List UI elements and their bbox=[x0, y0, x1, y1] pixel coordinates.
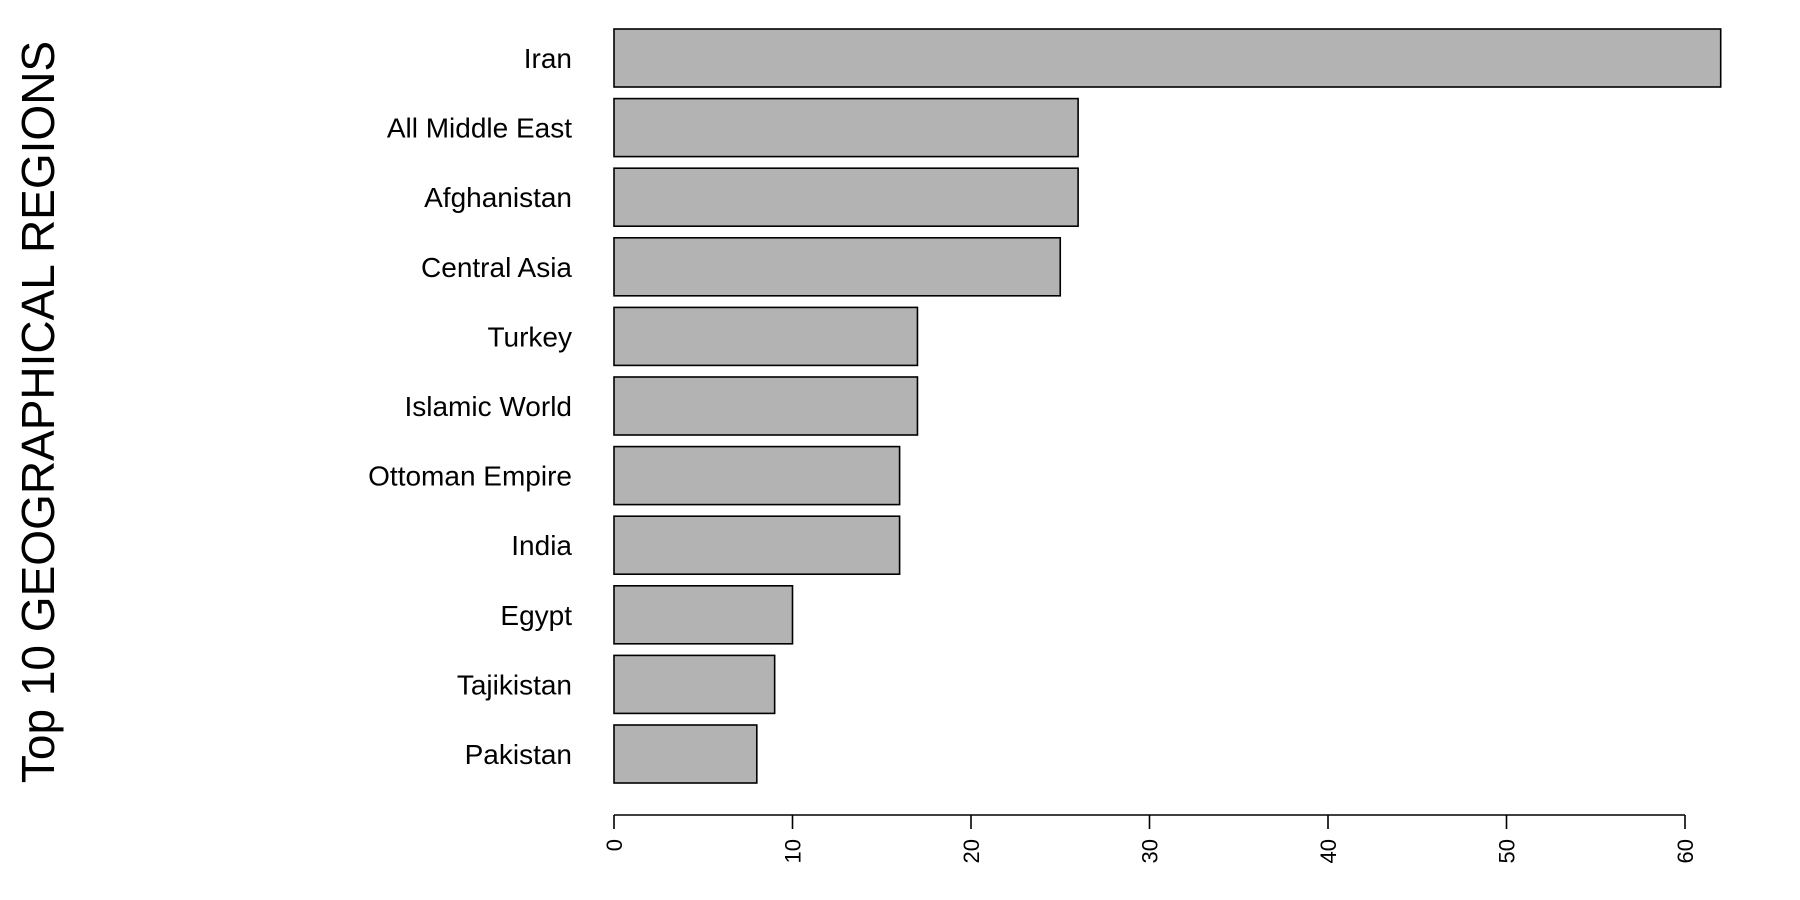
x-tick-label: 20 bbox=[959, 839, 984, 863]
bar-india bbox=[613, 515, 901, 576]
category-label: Islamic World bbox=[404, 391, 572, 422]
x-tick-label: 60 bbox=[1673, 839, 1698, 863]
bar-all-middle-east bbox=[613, 97, 1079, 158]
bar-central-asia bbox=[613, 237, 1062, 297]
category-label: Central Asia bbox=[421, 252, 572, 283]
bar-iran bbox=[613, 28, 1722, 88]
bar-egypt bbox=[613, 584, 794, 645]
category-label: Egypt bbox=[500, 600, 572, 631]
bar-pakistan bbox=[613, 724, 758, 784]
category-label: Tajikistan bbox=[457, 669, 572, 700]
bar-afghanistan bbox=[613, 167, 1079, 227]
category-labels-group: Iran All Middle East Afghanistan Central As… bbox=[368, 43, 572, 770]
bar-tajikistan bbox=[613, 654, 776, 715]
bar-turkey bbox=[613, 306, 919, 367]
x-tick-label: 0 bbox=[602, 839, 627, 851]
category-label: Iran bbox=[524, 43, 572, 74]
x-tick-label: 50 bbox=[1495, 839, 1520, 863]
bar-ottoman-empire bbox=[613, 445, 901, 506]
category-label: Ottoman Empire bbox=[368, 461, 572, 492]
category-label: All Middle East bbox=[387, 113, 572, 144]
bar-islamic-world bbox=[613, 376, 919, 436]
y-axis-title-group: Top 10 GEOGRAPHICAL REGIONS bbox=[12, 41, 64, 783]
y-axis-title: Top 10 GEOGRAPHICAL REGIONS bbox=[12, 41, 64, 783]
x-tick-label: 40 bbox=[1316, 839, 1341, 863]
x-tick-label: 10 bbox=[781, 839, 806, 863]
category-label: Turkey bbox=[487, 321, 572, 352]
x-axis: 0 10 20 30 40 50 60 bbox=[602, 814, 1698, 863]
category-label: Pakistan bbox=[465, 739, 572, 770]
category-label: India bbox=[511, 530, 572, 561]
x-tick-label: 30 bbox=[1138, 839, 1163, 863]
bars-group bbox=[613, 28, 1722, 784]
category-label: Afghanistan bbox=[424, 182, 572, 213]
